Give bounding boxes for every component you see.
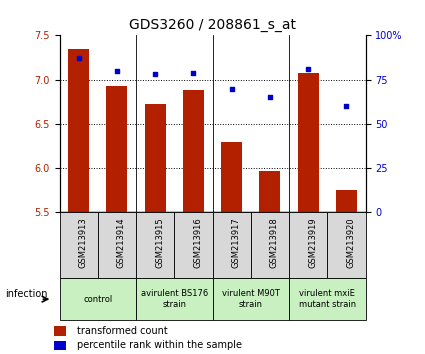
Point [343, 103, 350, 109]
Point [266, 95, 273, 100]
Text: virulent mxiE
mutant strain: virulent mxiE mutant strain [299, 290, 356, 309]
Text: GSM213915: GSM213915 [155, 218, 164, 268]
FancyBboxPatch shape [212, 212, 251, 278]
Text: transformed count: transformed count [77, 326, 167, 336]
FancyBboxPatch shape [60, 212, 98, 278]
Bar [336, 190, 357, 212]
FancyBboxPatch shape [136, 212, 174, 278]
Bar [221, 142, 242, 212]
Text: GSM213913: GSM213913 [79, 218, 88, 268]
FancyBboxPatch shape [136, 278, 212, 320]
Bar [183, 90, 204, 212]
Text: GSM213919: GSM213919 [308, 218, 317, 268]
FancyBboxPatch shape [174, 212, 212, 278]
Title: GDS3260 / 208861_s_at: GDS3260 / 208861_s_at [129, 18, 296, 32]
Point [75, 56, 82, 61]
Point [113, 68, 120, 74]
FancyBboxPatch shape [327, 212, 366, 278]
Bar [54, 341, 66, 350]
Text: control: control [83, 295, 112, 304]
Text: infection: infection [5, 289, 47, 299]
Bar [298, 73, 319, 212]
FancyBboxPatch shape [251, 212, 289, 278]
Bar [106, 86, 128, 212]
Text: virulent M90T
strain: virulent M90T strain [222, 290, 280, 309]
Point [152, 72, 159, 77]
Point [305, 66, 312, 72]
Text: avirulent BS176
strain: avirulent BS176 strain [141, 290, 208, 309]
FancyBboxPatch shape [289, 278, 366, 320]
Bar [54, 326, 66, 336]
Bar [259, 171, 280, 212]
Bar [68, 49, 89, 212]
Bar [144, 104, 166, 212]
FancyBboxPatch shape [289, 212, 327, 278]
FancyBboxPatch shape [212, 278, 289, 320]
FancyBboxPatch shape [98, 212, 136, 278]
Point [228, 86, 235, 91]
Text: GSM213918: GSM213918 [270, 218, 279, 268]
Point [190, 70, 197, 75]
Text: GSM213917: GSM213917 [232, 218, 241, 268]
Text: GSM213916: GSM213916 [193, 218, 202, 268]
FancyBboxPatch shape [60, 278, 136, 320]
Text: percentile rank within the sample: percentile rank within the sample [77, 341, 242, 350]
Text: GSM213920: GSM213920 [346, 218, 355, 268]
Text: GSM213914: GSM213914 [117, 218, 126, 268]
